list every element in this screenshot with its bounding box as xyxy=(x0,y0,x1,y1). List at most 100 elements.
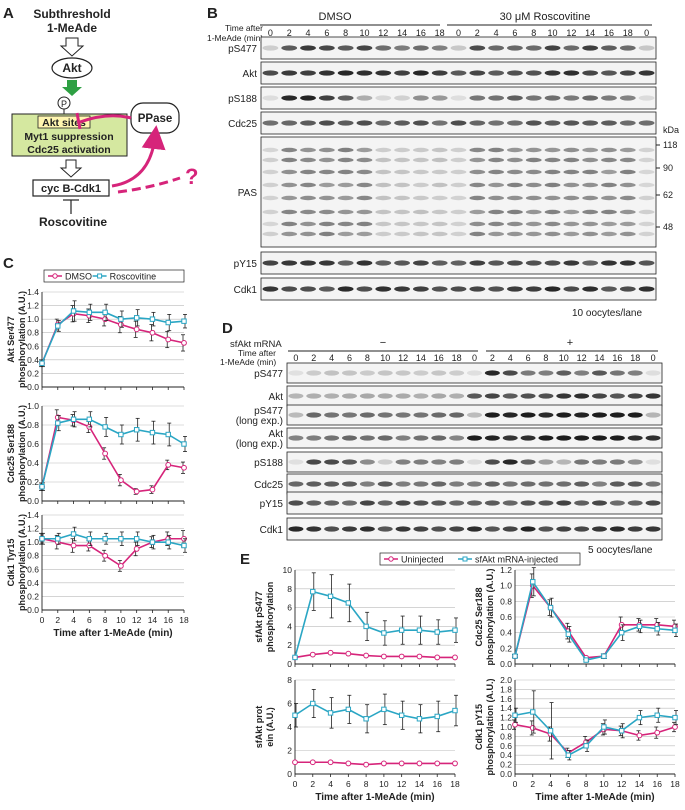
blot-band xyxy=(281,45,298,51)
blot-band xyxy=(318,182,335,188)
kda-marker: 90 xyxy=(663,163,673,173)
blot-band xyxy=(342,393,357,399)
lane-time-label: 18 xyxy=(630,353,640,363)
blot-band xyxy=(619,120,636,126)
blot-band xyxy=(377,393,393,399)
blot-band xyxy=(300,147,316,153)
data-point xyxy=(654,712,660,718)
phospho-label: P xyxy=(61,99,67,109)
blot-band xyxy=(337,260,354,266)
data-point xyxy=(654,729,661,736)
blot-band xyxy=(342,370,357,376)
blot-band xyxy=(449,481,465,487)
blot-band xyxy=(609,412,625,418)
series-line-sfakt-mrna-injected xyxy=(294,590,456,658)
data-point xyxy=(118,536,124,542)
blot-band xyxy=(582,95,599,101)
blot-band xyxy=(488,157,505,163)
blot-band xyxy=(601,231,617,237)
blot-band xyxy=(300,45,316,51)
blot-band xyxy=(281,286,298,292)
blot-band xyxy=(412,169,429,175)
blot-band xyxy=(450,95,467,101)
blot-band xyxy=(592,435,607,441)
blot-band xyxy=(359,500,375,506)
legend-label: DMSO xyxy=(65,272,92,282)
blot-band xyxy=(469,209,486,215)
blot-band xyxy=(412,182,429,188)
blot-band xyxy=(627,481,643,487)
y-tick-label: 6 xyxy=(287,603,292,613)
blot-band xyxy=(449,500,465,506)
blot-band xyxy=(431,435,447,441)
blot-band xyxy=(450,221,467,227)
b-kda-label: kDa xyxy=(663,125,679,135)
blot-band xyxy=(592,370,607,376)
blot-band xyxy=(306,459,322,465)
blot-band xyxy=(556,500,572,506)
lane-time-label: 0 xyxy=(293,353,298,363)
blot-band xyxy=(592,500,607,506)
blot-band xyxy=(262,231,279,237)
blot-band xyxy=(488,182,505,188)
lane-time-label: 2 xyxy=(490,353,495,363)
data-point xyxy=(310,588,316,595)
data-point xyxy=(512,712,518,718)
y-tick-label: 0.2 xyxy=(500,643,512,653)
data-point xyxy=(363,761,370,768)
blot-band xyxy=(601,182,617,188)
blot-band xyxy=(619,157,636,163)
data-point xyxy=(149,429,156,436)
blot-band xyxy=(601,147,617,153)
data-point xyxy=(618,629,625,636)
data-point xyxy=(452,654,458,661)
blot-band xyxy=(638,169,655,175)
data-point xyxy=(117,562,124,569)
data-point xyxy=(530,709,536,715)
blot-band xyxy=(431,45,448,51)
blot-band xyxy=(467,500,482,506)
y-axis-label: phosphorylation xyxy=(265,582,275,653)
blot-band xyxy=(582,231,599,237)
blot-band xyxy=(431,393,447,399)
series-line-roscovitine xyxy=(41,418,185,487)
y-tick-label: 2.0 xyxy=(500,675,512,685)
y-tick-label: 0 xyxy=(287,769,292,779)
blot-row-label: Cdk1 xyxy=(234,285,258,296)
blot-band xyxy=(563,169,580,175)
x-axis-label: Time after 1-MeAde (min) xyxy=(53,628,172,639)
data-point xyxy=(133,315,140,321)
blot-band xyxy=(281,231,298,237)
blot-band xyxy=(507,70,523,76)
x-tick-label: 0 xyxy=(293,779,298,789)
blot-band xyxy=(359,459,375,465)
blot-band xyxy=(431,120,448,126)
x-tick-label: 0 xyxy=(40,615,45,625)
blot-band xyxy=(337,45,354,51)
blot-band xyxy=(337,169,354,175)
legend-label: Uninjected xyxy=(401,555,444,565)
blot-band xyxy=(281,195,298,201)
data-point xyxy=(102,424,108,430)
blot-band xyxy=(520,459,536,465)
blot-band xyxy=(300,95,316,101)
x-tick-label: 14 xyxy=(415,779,425,789)
data-point xyxy=(381,630,387,636)
data-point xyxy=(601,724,607,730)
blot-band xyxy=(469,157,486,163)
blot-band xyxy=(262,182,279,188)
blot-band xyxy=(525,286,542,292)
blot-band xyxy=(375,45,392,51)
blot-band xyxy=(413,459,429,465)
blot-band xyxy=(488,221,505,227)
data-point xyxy=(434,760,441,767)
data-point xyxy=(102,552,109,559)
lane-time-label: 0 xyxy=(472,353,477,363)
blot-band xyxy=(525,182,542,188)
blot-band xyxy=(627,393,643,399)
data-point xyxy=(327,710,334,716)
blot-band xyxy=(356,120,373,126)
blot-band xyxy=(484,370,500,376)
blot-band xyxy=(484,500,500,506)
panel-d-letter: D xyxy=(222,320,233,337)
